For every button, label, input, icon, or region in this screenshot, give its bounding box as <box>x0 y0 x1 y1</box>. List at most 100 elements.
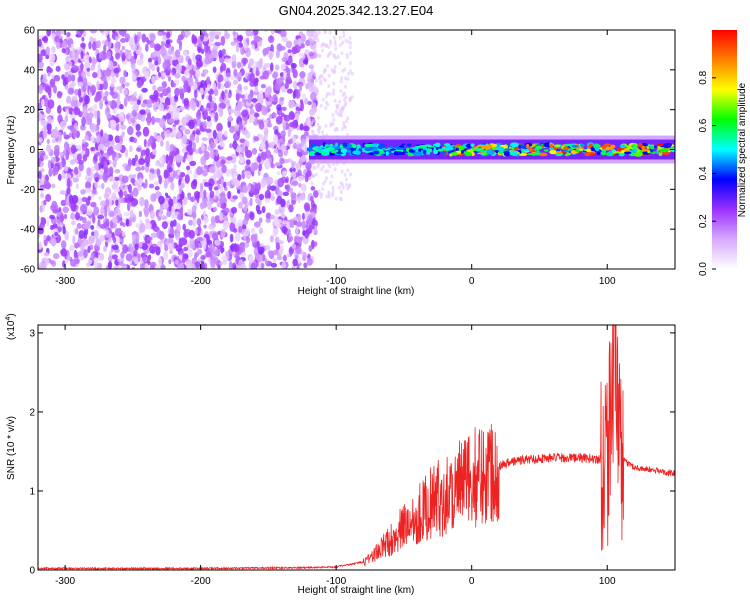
band-cell <box>586 148 591 153</box>
band-cell <box>579 143 585 147</box>
colorbar-ticks: 0.0 0.2 0.4 0.6 0.8 <box>698 70 716 276</box>
heatmap-cell <box>196 166 203 176</box>
heatmap-cell <box>82 224 89 230</box>
heatmap-cell <box>132 187 139 197</box>
heatmap-cell <box>230 75 236 80</box>
heatmap-cell <box>195 149 199 155</box>
heatmap-cell <box>208 94 213 103</box>
band-cell <box>600 151 607 156</box>
heatmap-cell <box>140 165 145 171</box>
heatmap-cell <box>312 111 316 116</box>
heatmap-cell <box>254 112 260 118</box>
heatmap-cell <box>255 67 259 76</box>
heatmap-cell <box>328 164 332 169</box>
heatmap-cell <box>133 137 138 144</box>
heatmap-cell <box>228 115 233 122</box>
band-cell <box>608 150 613 156</box>
heatmap-cell <box>258 120 265 130</box>
heatmap-cell <box>123 96 128 107</box>
colorbar-tick-label: 0.0 <box>698 262 709 276</box>
heatmap-cell <box>161 215 167 221</box>
heatmap-cell <box>225 181 231 187</box>
heatmap-cell <box>329 121 333 126</box>
band-cell <box>563 146 569 151</box>
heatmap-cell <box>57 131 62 141</box>
heatmap-cell <box>74 212 81 221</box>
heatmap-cell <box>238 124 244 131</box>
heatmap-cell <box>316 115 320 120</box>
heatmap-cell <box>103 44 107 53</box>
heatmap-cell <box>338 99 342 104</box>
heatmap-cell <box>146 236 153 241</box>
heatmap-cell <box>153 131 158 140</box>
heatmap-cell <box>70 43 74 52</box>
heatmap-cell <box>327 192 331 197</box>
band-cell <box>594 146 600 152</box>
heatmap-cell <box>87 177 92 183</box>
heatmap-cell <box>313 190 319 198</box>
heatmap-cell <box>45 193 52 202</box>
heatmap-cell <box>62 260 66 268</box>
heatmap-cell <box>237 173 242 181</box>
band-cell <box>589 143 593 148</box>
heatmap-cell <box>154 185 160 191</box>
heatmap-cell <box>121 45 126 51</box>
heatmap-cell <box>237 71 243 81</box>
heatmap-cell <box>100 206 105 216</box>
heatmap-cell <box>346 168 350 173</box>
heatmap-cell <box>86 71 91 78</box>
band-cell <box>406 143 412 147</box>
heatmap-cell <box>332 88 336 93</box>
heatmap-cell <box>157 55 162 65</box>
heatmap-cell <box>140 149 148 156</box>
heatmap-cell <box>221 247 225 253</box>
heatmap-cell <box>168 198 174 207</box>
spectrogram-y-ticks: -60 -40 -20 0 20 40 60 <box>21 26 675 276</box>
band-cell <box>329 144 333 147</box>
heatmap-cell <box>187 58 192 66</box>
heatmap-cell <box>63 213 68 220</box>
heatmap-cell <box>75 183 79 190</box>
heatmap-cell <box>295 162 301 171</box>
heatmap-cell <box>85 180 92 190</box>
heatmap-cell <box>217 80 221 90</box>
heatmap-cell <box>97 214 105 220</box>
heatmap-cell <box>90 30 98 34</box>
heatmap-cell <box>235 42 240 53</box>
heatmap-cell <box>331 185 335 190</box>
heatmap-cell <box>145 218 150 224</box>
heatmap-cell <box>265 218 271 223</box>
heatmap-cell <box>218 49 223 59</box>
heatmap-cell <box>49 53 56 63</box>
heatmap-cell <box>249 212 255 221</box>
heatmap-cell <box>151 75 156 84</box>
heatmap-cell <box>87 195 92 201</box>
colorbar: 0.0 0.2 0.4 0.6 0.8 Normalized spectral ampl… <box>698 30 748 276</box>
heatmap-cell <box>272 257 277 263</box>
heatmap-cell <box>145 108 151 114</box>
band-cell <box>309 151 313 157</box>
heatmap-cell <box>136 80 143 89</box>
heatmap-cell <box>250 227 256 234</box>
heatmap-cell <box>104 100 108 105</box>
heatmap-cell <box>228 260 233 269</box>
heatmap-cell <box>225 168 231 177</box>
heatmap-cell <box>150 63 156 72</box>
heatmap-cell <box>233 79 238 85</box>
heatmap-cell <box>141 242 149 250</box>
heatmap-cell <box>136 147 142 152</box>
heatmap-cell <box>132 100 138 111</box>
x-tick-label: 0 <box>469 576 475 587</box>
band-cell <box>528 147 533 152</box>
band-cell <box>553 144 561 148</box>
heatmap-cell <box>311 131 315 136</box>
heatmap-cell <box>200 142 205 152</box>
heatmap-cell <box>169 249 173 254</box>
heatmap-cell <box>264 159 271 170</box>
heatmap-cell <box>222 220 229 231</box>
heatmap-cell <box>292 258 298 267</box>
band-cell <box>633 151 643 157</box>
heatmap-cell <box>87 112 94 119</box>
heatmap-cell <box>200 255 206 260</box>
heatmap-cell <box>339 89 343 94</box>
